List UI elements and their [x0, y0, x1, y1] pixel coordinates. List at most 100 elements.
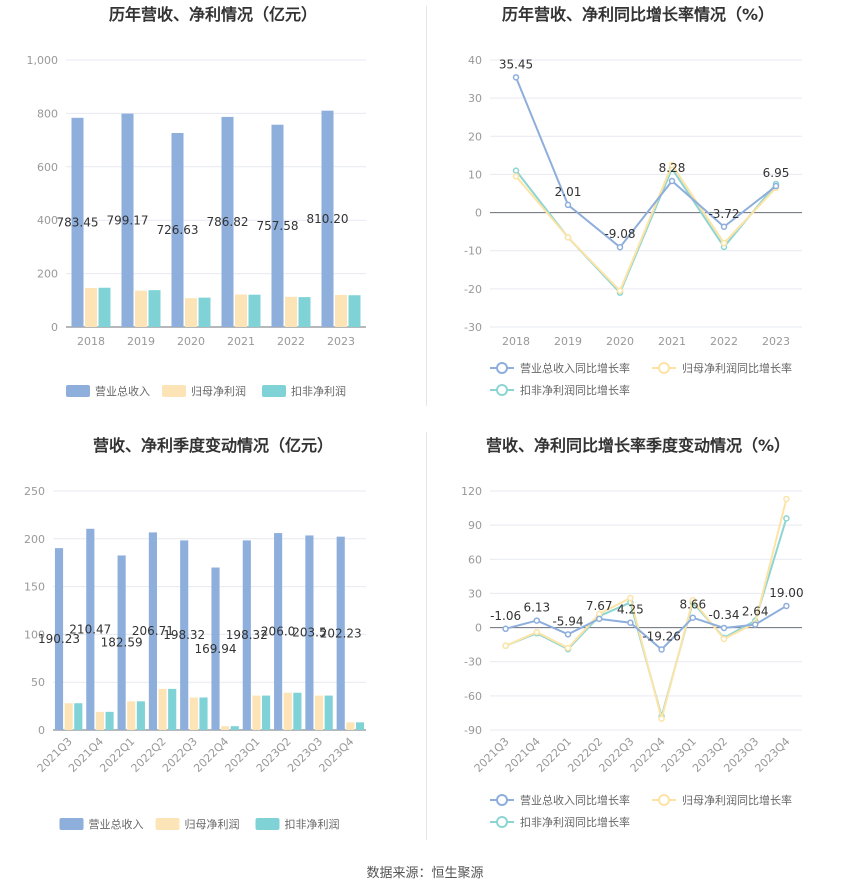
- point-value-label: 7.67: [586, 599, 613, 613]
- x-tick-label: 2023Q4: [316, 735, 356, 775]
- point-1-5: [658, 715, 665, 722]
- bar-1-1: [95, 711, 105, 730]
- legend-label[interactable]: 归母净利润同比增长率: [682, 793, 792, 807]
- point-value-label: -19.26: [642, 629, 681, 643]
- legend-swatch[interactable]: [66, 385, 90, 397]
- bar-2-6: [262, 695, 271, 730]
- point-0-1: [564, 201, 572, 209]
- point-1-1: [533, 628, 541, 636]
- bar-value-label: 190.23: [38, 632, 80, 646]
- legend-label[interactable]: 归母净利润: [191, 384, 246, 398]
- bar-2-5: [230, 726, 239, 730]
- legend-label[interactable]: 扣非净利润: [285, 817, 340, 831]
- series-line-1: [515, 162, 777, 293]
- bar-2-3: [248, 294, 261, 327]
- x-tick-label: 2019: [127, 335, 155, 348]
- point-0-0: [512, 74, 520, 81]
- bar-0-2: [171, 132, 184, 327]
- legend-swatch[interactable]: [255, 818, 280, 830]
- x-tick-label: 2020: [606, 335, 634, 348]
- bar-2-0: [98, 287, 111, 327]
- legend-label[interactable]: 营业总收入同比增长率: [520, 793, 630, 807]
- legend-label[interactable]: 营业总收入: [89, 817, 144, 831]
- vertical-divider-top: [426, 6, 427, 406]
- bar-2-1: [105, 711, 114, 730]
- bar-value-label: 726.63: [157, 223, 199, 237]
- bar-value-label: 783.45: [57, 215, 99, 229]
- x-tick-label: 2018: [502, 335, 530, 348]
- bar-0-3: [148, 532, 157, 730]
- bar-1-8: [314, 695, 324, 730]
- point-1-0: [502, 642, 509, 650]
- bar-2-4: [298, 297, 311, 327]
- point-1-4: [720, 239, 728, 247]
- point-value-label: 35.45: [499, 57, 533, 71]
- chart-annual-revenue-profit: 历年营收、净利情况（亿元） 0 200 400 600 800 1,000 2018 2019 2…: [27, 5, 366, 398]
- legend-marker[interactable]: [496, 384, 508, 396]
- bar-0-7: [274, 533, 283, 730]
- y-tick-label: 0: [475, 622, 482, 635]
- bar-1-1: [135, 290, 147, 327]
- x-tick-label: 2019: [554, 335, 582, 348]
- bar-value-label: 203.5: [292, 626, 326, 640]
- point-1-9: [783, 495, 790, 503]
- y-tick-label: 120: [461, 485, 482, 498]
- bar-1-6: [252, 695, 261, 730]
- bar-0-4: [271, 124, 284, 328]
- series-line-0: [515, 76, 777, 249]
- bar-2-2: [136, 701, 145, 730]
- point-0-6: [689, 614, 697, 621]
- bar-2-0: [74, 703, 83, 730]
- chart-annual-growth-rate: 历年营收、净利同比增长率情况（%） -30 -20 -10 0 10 20 30 40 35.45…: [464, 5, 802, 397]
- y-tick-label: 800: [37, 107, 58, 120]
- legend-label[interactable]: 扣非净利润: [291, 384, 346, 398]
- point-0-4: [720, 223, 728, 231]
- legend[interactable]: 营业总收入 归母净利润 扣非净利润: [66, 384, 346, 398]
- legend-swatch[interactable]: [59, 818, 84, 830]
- y-tick-label: 60: [468, 553, 482, 566]
- bar-1-5: [335, 294, 347, 327]
- legend-swatch[interactable]: [162, 385, 186, 397]
- series-line-1: [505, 498, 788, 723]
- chart-quarterly-revenue-profit: 营收、净利季度变动情况（亿元）0501001502002502021Q32021…: [24, 436, 366, 831]
- bar-2-1: [148, 290, 161, 327]
- chart-quarterly-growth-rate: 营收、净利同比增长率季度变动情况（%） -90 -60 -30 0 30 60 90 120 -1…: [461, 436, 804, 829]
- point-1-3: [668, 161, 676, 169]
- bar-value-label: 799.17: [107, 213, 149, 227]
- point-0-3: [668, 177, 676, 185]
- bar-1-4: [285, 296, 297, 327]
- point-1-7: [720, 635, 728, 643]
- legend[interactable]: 营业总收入 归母净利润 扣非净利润: [59, 817, 340, 831]
- legend-marker[interactable]: [658, 794, 670, 806]
- bar-value-label: 786.82: [207, 215, 249, 229]
- legend-swatch[interactable]: [155, 818, 180, 830]
- y-tick-label: -20: [464, 283, 482, 296]
- legend-marker[interactable]: [496, 362, 508, 374]
- legend-marker[interactable]: [658, 362, 670, 374]
- legend-label[interactable]: 营业总收入: [95, 384, 150, 398]
- bar-0-0: [71, 117, 84, 327]
- y-tick-label: 0: [38, 724, 45, 737]
- bar-value-label: 810.20: [307, 212, 349, 226]
- chart-title: 历年营收、净利同比增长率情况（%）: [502, 5, 774, 24]
- legend-marker[interactable]: [496, 816, 508, 828]
- point-value-label: 6.95: [763, 166, 790, 180]
- legend-swatch[interactable]: [262, 385, 286, 397]
- bar-0-2: [117, 555, 126, 730]
- point-0-5: [658, 646, 665, 653]
- legend-label[interactable]: 营业总收入同比增长率: [520, 361, 630, 375]
- point-value-label: 19.00: [769, 586, 803, 600]
- point-value-label: 8.66: [679, 598, 706, 612]
- legend-label[interactable]: 归母净利润: [185, 817, 240, 831]
- legend-marker[interactable]: [496, 794, 508, 806]
- point-0-1: [533, 617, 541, 624]
- point-value-label: 6.13: [523, 601, 550, 615]
- bar-1-3: [158, 688, 167, 730]
- legend-label[interactable]: 扣非净利润同比增长率: [520, 815, 630, 829]
- point-0-5: [772, 182, 780, 190]
- legend-label[interactable]: 归母净利润同比增长率: [682, 361, 792, 375]
- point-value-label: -3.72: [708, 207, 739, 221]
- legend-label[interactable]: 扣非净利润同比增长率: [520, 383, 630, 397]
